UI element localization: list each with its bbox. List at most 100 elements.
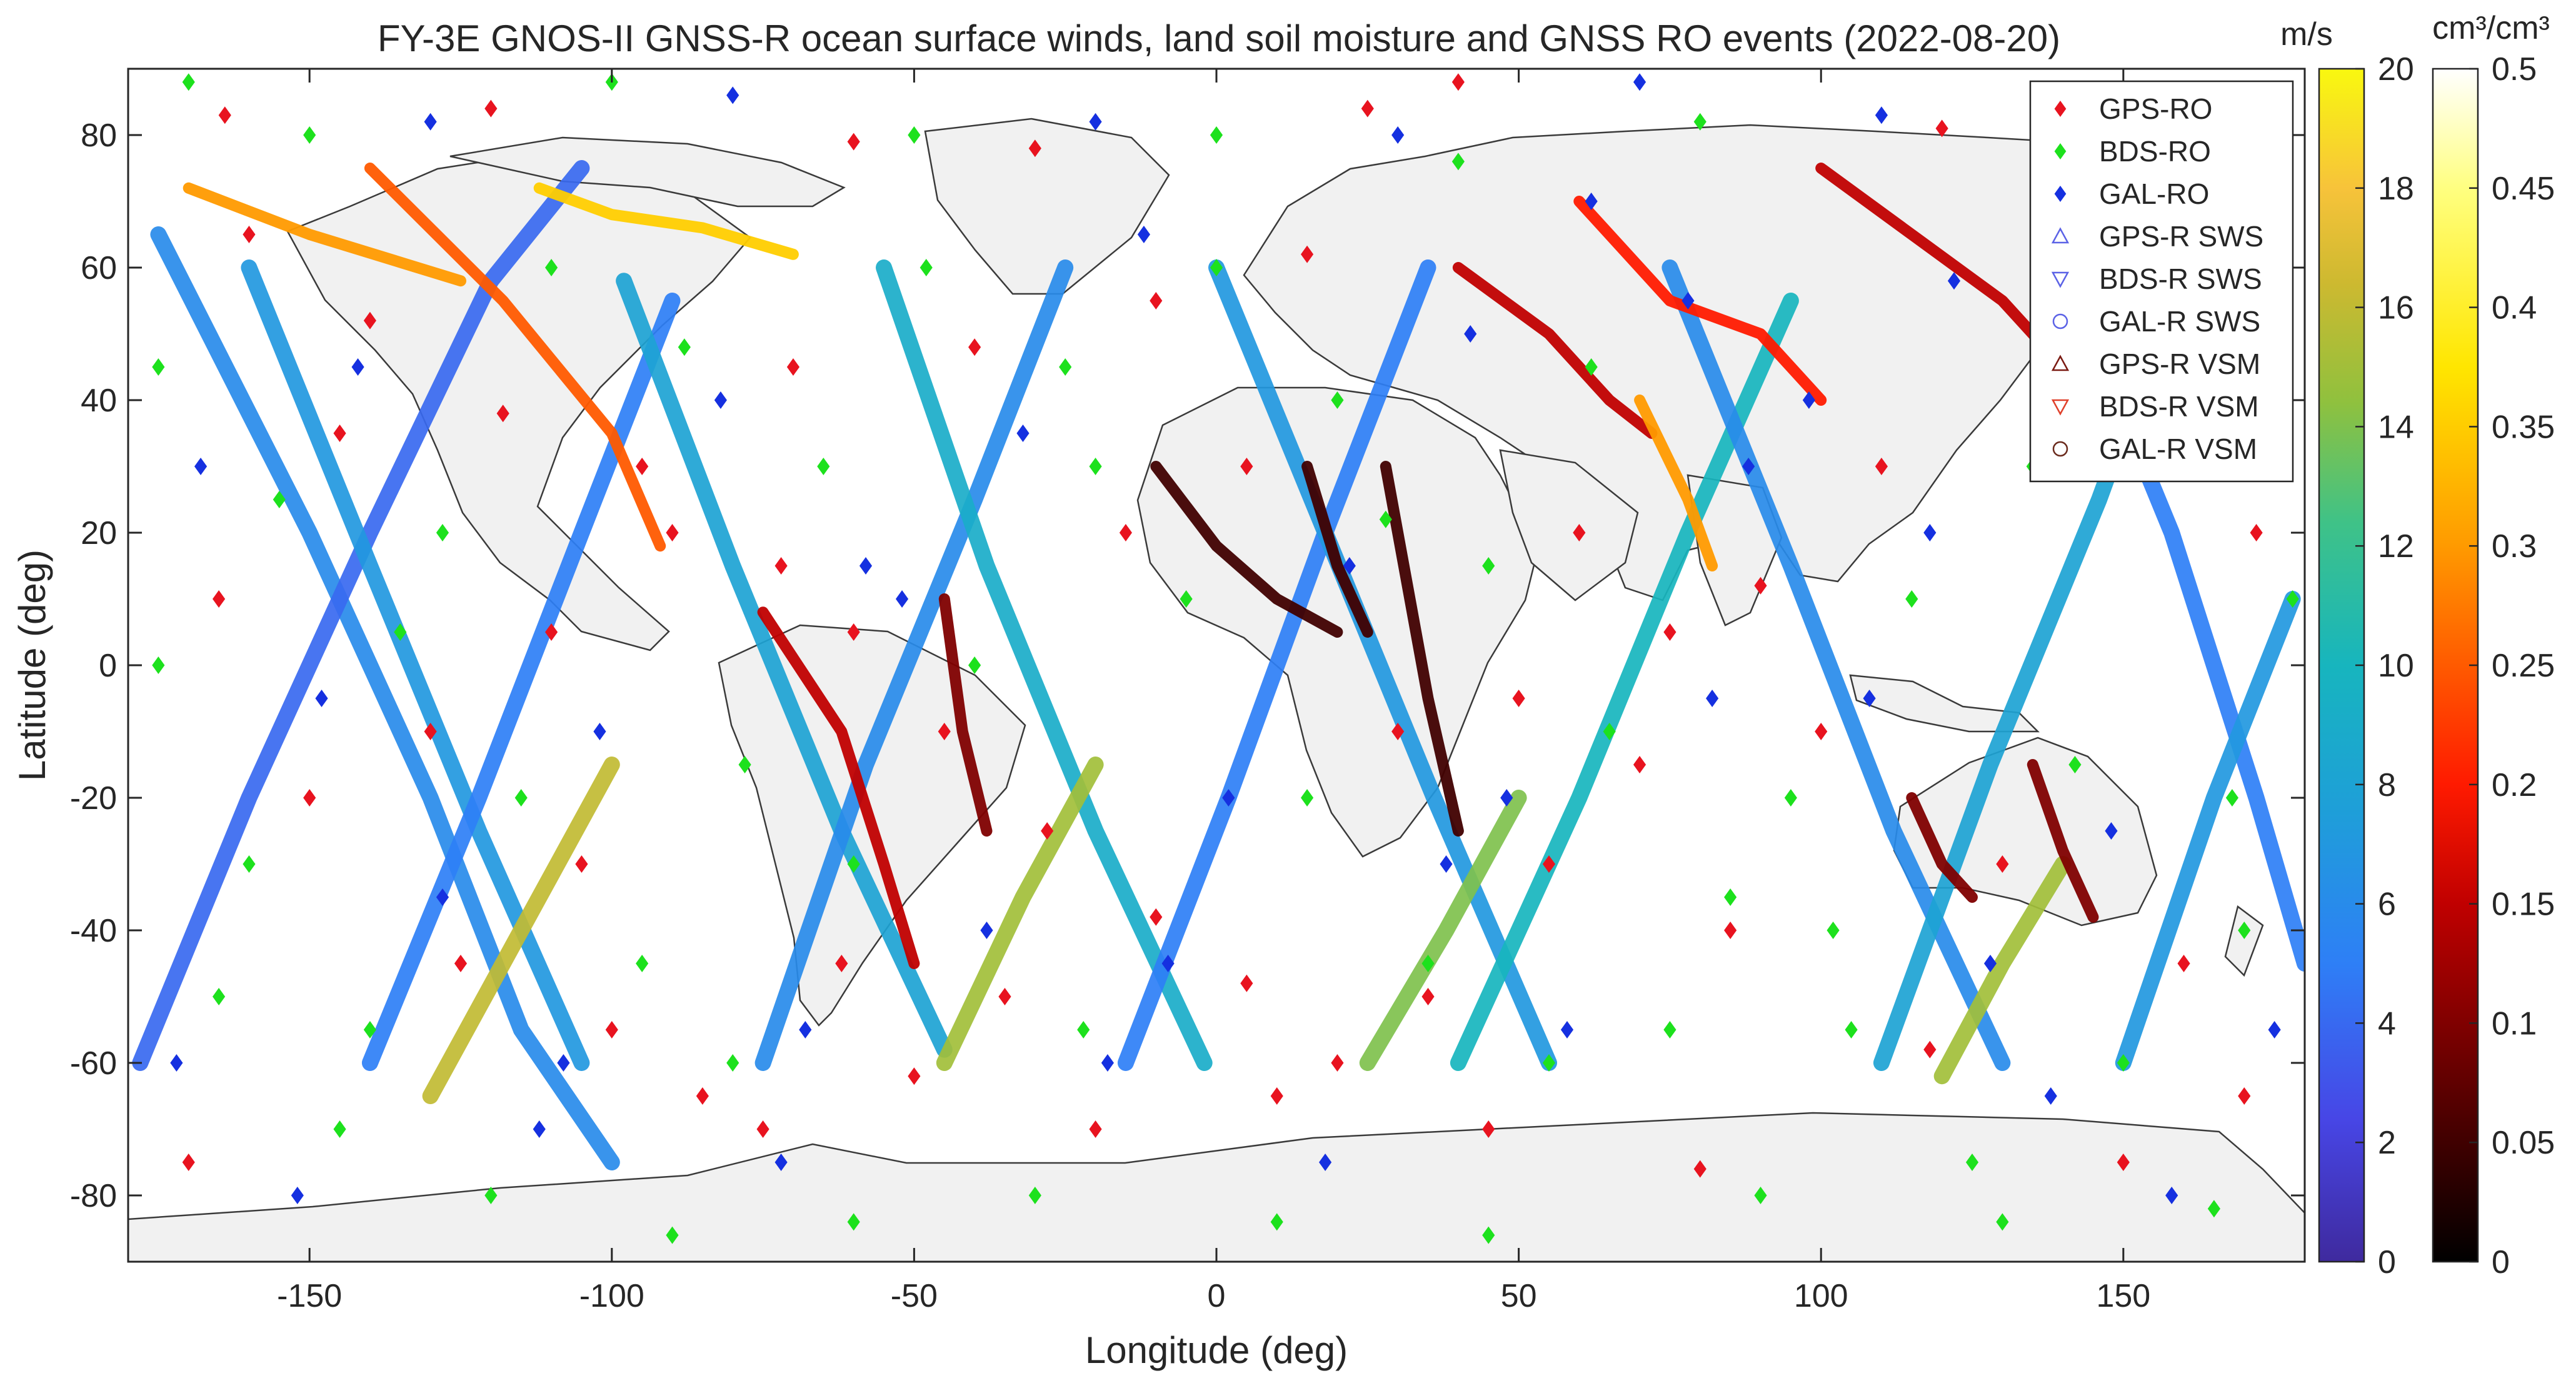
legend-label: GAL-R VSM <box>2099 433 2257 465</box>
x-tick-label: -50 <box>891 1278 938 1314</box>
ro-event-bds-ro <box>1270 1213 1283 1231</box>
ro-event-gal-ro <box>291 1187 304 1204</box>
ro-events <box>152 73 2299 1244</box>
legend-marker-bds-ro <box>2054 143 2067 159</box>
ro-event-bds-ro <box>738 756 751 773</box>
ro-event-bds-ro <box>1827 922 1840 939</box>
ro-event-bds-ro <box>1845 1021 1858 1038</box>
legend-label: GAL-RO <box>2099 178 2209 210</box>
sws-track <box>754 259 1074 1071</box>
y-axis-label: Latitude (deg) <box>11 550 53 781</box>
y-tick-label: 20 <box>81 515 117 551</box>
chart-title: FY-3E GNOS-II GNSS-R ocean surface winds… <box>378 18 2060 59</box>
sws-track <box>241 259 590 1071</box>
ro-event-gal-ro <box>557 1054 570 1072</box>
sws-tracks <box>132 160 2305 1170</box>
ro-event-gal-ro <box>1016 425 1030 442</box>
legend-marker-gal-r-vsm <box>2052 441 2068 457</box>
ro-event-gps-ro <box>756 1120 769 1138</box>
ro-event-gps-ro <box>938 723 951 740</box>
ro-event-gps-ro <box>1875 458 1888 475</box>
ro-event-gps-ro <box>786 358 800 376</box>
sws-track <box>1450 293 1799 1071</box>
vsm-track <box>183 182 466 287</box>
ro-event-bds-ro <box>1482 1226 1495 1244</box>
ro-event-bds-ro <box>1379 510 1392 528</box>
ro-event-gps-ro <box>333 425 346 442</box>
sws-track <box>1933 856 2072 1085</box>
colorbar-moisture-tick-label: 0.4 <box>2492 290 2537 326</box>
x-axis-ticks: -150 -100 -50 0 50 100 150 <box>277 69 2150 1314</box>
ro-event-bds-ro <box>678 338 691 356</box>
x-tick-label: -150 <box>277 1278 342 1314</box>
ro-event-gps-ro <box>605 1021 618 1038</box>
ro-event-gal-ro <box>2268 1021 2281 1038</box>
colorbar-speed-tick-label: 14 <box>2378 409 2414 445</box>
legend-label: GPS-RO <box>2099 93 2212 125</box>
ro-event-gps-ro <box>1119 524 1132 541</box>
ro-event-bds-ro <box>514 789 528 807</box>
ro-event-gps-ro <box>1240 458 1253 475</box>
vsm-tracks <box>183 163 2099 969</box>
ro-event-gal-ro <box>1089 113 1102 131</box>
ro-event-gps-ro <box>1482 1120 1495 1138</box>
ro-event-gps-ro <box>908 1067 921 1085</box>
colorbar-moisture-tick-label: 0.45 <box>2492 171 2555 207</box>
ro-event-gps-ro <box>968 338 981 356</box>
ro-event-gal-ro <box>1863 690 1876 707</box>
ro-event-gps-ro <box>1693 1160 1706 1178</box>
y-tick-label: 0 <box>99 648 117 684</box>
ro-event-gal-ro <box>593 723 606 740</box>
colorbar-moisture-tick-label: 0.35 <box>2492 409 2555 445</box>
ro-event-bds-ro <box>1451 153 1465 171</box>
colorbar-speed-tick-label: 12 <box>2378 528 2414 565</box>
ro-event-gal-ro <box>1947 272 1961 290</box>
ro-event-gal-ro <box>859 557 873 575</box>
ro-event-bds-ro <box>1077 1021 1090 1038</box>
ro-event-bds-ro <box>2207 1200 2220 1218</box>
ro-event-bds-ro <box>2068 756 2082 773</box>
arabia-land <box>1499 449 1639 601</box>
ro-event-gps-ro <box>1573 524 1586 541</box>
ro-event-bds-ro <box>243 855 256 873</box>
legend-box <box>2029 80 2294 483</box>
vsm-track <box>1380 461 1464 837</box>
ro-event-gps-ro <box>1724 922 1737 939</box>
ro-event-gps-ro <box>213 590 226 608</box>
ro-event-gps-ro <box>1663 623 1676 641</box>
colorbar-speed-tick-label: 8 <box>2378 767 2396 803</box>
ro-event-gps-ro <box>1512 690 1525 707</box>
ro-event-bds-ro <box>1996 1213 2009 1231</box>
colorbar-speed-tick-label: 0 <box>2378 1244 2396 1280</box>
ro-event-gal-ro <box>1319 1154 1332 1171</box>
ro-event-gal-ro <box>1983 955 1997 972</box>
arctic-islands-land <box>449 136 846 208</box>
ro-event-gps-ro <box>666 524 679 541</box>
ro-event-bds-ro <box>2238 922 2251 939</box>
ro-event-gps-ro <box>1240 974 1253 992</box>
ro-event-gps-ro <box>835 955 848 972</box>
legend-marker-gps-ro <box>2054 101 2067 117</box>
ro-event-bds-ro <box>1693 113 1706 131</box>
ro-event-gps-ro <box>575 855 588 873</box>
ro-event-gal-ro <box>1464 325 1477 343</box>
ro-event-gps-ro <box>1391 723 1405 740</box>
ro-event-gal-ro <box>424 113 437 131</box>
ro-event-gps-ro <box>1754 576 1767 595</box>
sws-track <box>422 757 620 1104</box>
y-tick-label: 60 <box>81 250 117 286</box>
ro-event-gal-ro <box>315 690 328 707</box>
ro-event-gal-ro <box>533 1120 546 1138</box>
ro-event-gps-ro <box>1633 756 1646 773</box>
ro-event-gps-ro <box>303 789 316 807</box>
colorbar-moisture-tick-label: 0.25 <box>2492 648 2555 684</box>
ro-event-bds-ro <box>2117 1054 2130 1072</box>
legend-marker-gal-r-sws <box>2052 313 2068 329</box>
ro-event-gps-ro <box>1301 245 1314 263</box>
colorbar-moisture-tick-label: 0.1 <box>2492 1005 2537 1042</box>
vsm-track <box>938 593 993 837</box>
ro-event-bds-ro <box>152 656 165 674</box>
ro-event-gal-ro <box>436 888 449 906</box>
legend-marker-gal-ro <box>2054 186 2067 202</box>
